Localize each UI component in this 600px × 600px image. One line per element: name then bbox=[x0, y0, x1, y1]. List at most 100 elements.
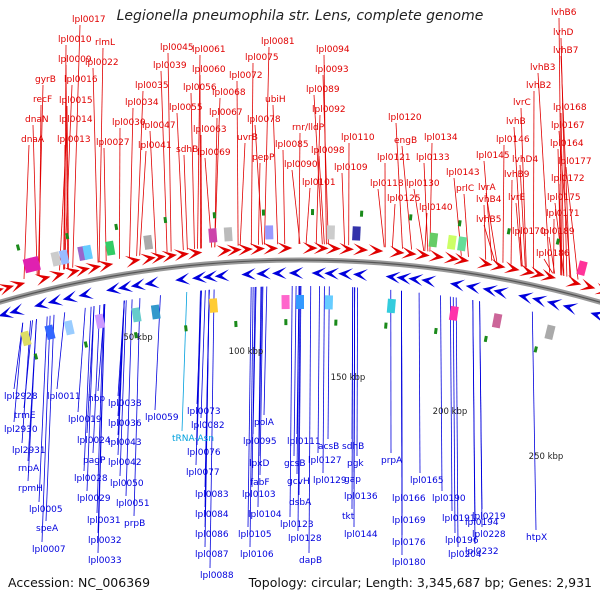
reverse-gene-arrow bbox=[288, 267, 304, 280]
leader-line bbox=[257, 286, 262, 508]
forward-gene-label: lpl0146 bbox=[496, 135, 530, 145]
forward-gene-arrow bbox=[63, 267, 80, 280]
leader-line bbox=[502, 144, 505, 263]
gc-marker bbox=[184, 325, 188, 332]
reverse-gene-label: lpl0129 bbox=[313, 476, 347, 486]
leader-line bbox=[63, 144, 66, 270]
gc-marker bbox=[310, 209, 315, 216]
forward-gene-label: lpl0063 bbox=[193, 125, 227, 135]
forward-gene-arrow bbox=[237, 243, 253, 256]
forward-gene-label: lpl0133 bbox=[416, 153, 450, 163]
forward-gene-arrow bbox=[565, 274, 582, 287]
leader-line bbox=[423, 162, 429, 252]
gc-marker bbox=[384, 322, 388, 329]
reverse-gene-label: lpl0011 bbox=[47, 392, 81, 402]
forward-feature-block bbox=[352, 226, 361, 241]
forward-gene-label: lpl0009 bbox=[58, 55, 92, 65]
reverse-gene-label: lpl0095 bbox=[243, 437, 277, 447]
gc-marker bbox=[15, 244, 21, 251]
forward-gene-label: lpl0061 bbox=[192, 45, 226, 55]
leader-line bbox=[519, 164, 526, 268]
feature-tracks bbox=[15, 209, 588, 360]
leader-line bbox=[483, 204, 487, 260]
reverse-gene-label: lpl0196 bbox=[445, 536, 479, 546]
forward-gene-arrow bbox=[338, 242, 354, 255]
reverse-gene-arrow bbox=[144, 276, 160, 289]
leader-line bbox=[86, 306, 95, 492]
leader-line bbox=[298, 132, 301, 245]
reverse-gene-arrow bbox=[531, 295, 548, 308]
reverse-gene-arrow bbox=[78, 287, 94, 300]
leader-line bbox=[565, 166, 579, 280]
reverse-gene-arrow bbox=[449, 279, 466, 292]
gc-marker bbox=[506, 228, 511, 235]
forward-gene-arrow bbox=[325, 242, 341, 255]
reverse-gene-label: lpl0087 bbox=[195, 550, 229, 560]
leader-line bbox=[548, 236, 556, 274]
genome-title: Legionella pneumophila str. Lens, comple… bbox=[116, 8, 484, 24]
leader-line bbox=[289, 286, 293, 518]
forward-feature-block bbox=[105, 240, 116, 256]
forward-gene-label: lpl0189 bbox=[541, 227, 575, 237]
forward-gene-label: lpl0101 bbox=[302, 178, 336, 188]
forward-gene-label: lpl0014 bbox=[59, 115, 93, 125]
reverse-gene-label: lpl0051 bbox=[116, 499, 150, 509]
forward-feature-block bbox=[446, 234, 457, 250]
leader-line bbox=[176, 112, 184, 251]
forward-gene-arrow bbox=[367, 244, 384, 257]
reverse-gene-arrow bbox=[202, 270, 218, 283]
leader-line bbox=[214, 97, 221, 248]
forward-gene-label: lvrE bbox=[508, 193, 526, 203]
leader-line bbox=[98, 47, 104, 263]
reverse-gene-label: lpl0031 bbox=[87, 516, 121, 526]
leader-line bbox=[472, 300, 476, 545]
reverse-gene-label: lpl0024 bbox=[77, 436, 111, 446]
reverse-gene-label: rnpA bbox=[18, 464, 40, 474]
reverse-gene-label: lpl0033 bbox=[88, 556, 122, 566]
forward-gene-label: lpl0027 bbox=[96, 138, 130, 148]
gc-marker bbox=[555, 238, 561, 245]
reverse-gene-label: acsB bbox=[318, 442, 339, 452]
forward-gene-label: lvhB2 bbox=[526, 81, 551, 91]
reverse-gene-label: lpl0043 bbox=[108, 438, 142, 448]
leader-line bbox=[129, 107, 134, 258]
forward-gene-label: gyrB bbox=[35, 75, 56, 85]
reverse-gene-arrow bbox=[465, 282, 482, 295]
forward-gene-label: lpl0110 bbox=[341, 133, 375, 143]
leader-line bbox=[440, 295, 443, 492]
leader-line bbox=[181, 292, 188, 432]
leader-line bbox=[455, 297, 459, 548]
leader-line bbox=[247, 287, 252, 528]
reverse-gene-label: htpX bbox=[526, 533, 547, 543]
forward-gene-label: lpl0085 bbox=[275, 140, 309, 150]
forward-gene-label: lpl0094 bbox=[316, 45, 350, 55]
forward-gene-arrow bbox=[9, 280, 26, 293]
forward-gene-arrow bbox=[594, 282, 600, 295]
leader-line bbox=[531, 311, 537, 531]
reverse-gene-label: prpB bbox=[124, 519, 145, 529]
reverse-gene-label: lpl0086 bbox=[195, 530, 229, 540]
reverse-gene-label: lpl2928 bbox=[4, 392, 38, 402]
forward-gene-arrow bbox=[34, 274, 51, 286]
leader-line bbox=[196, 290, 202, 446]
leader-line bbox=[59, 124, 68, 271]
leader-line bbox=[214, 117, 218, 248]
leader-line bbox=[133, 298, 141, 517]
forward-gene-arrow bbox=[443, 251, 460, 264]
forward-gene-arrow bbox=[453, 252, 470, 265]
gc-marker bbox=[163, 216, 168, 224]
forward-gene-label: lvhD4 bbox=[512, 155, 538, 165]
reverse-gene-label: lpl0176 bbox=[392, 538, 426, 548]
leader-line bbox=[167, 52, 172, 252]
leader-line bbox=[537, 72, 551, 273]
forward-gene-label: lpl0017 bbox=[72, 15, 106, 25]
topology-summary: Topology: circular; Length: 3,345,687 bp… bbox=[248, 575, 592, 590]
forward-gene-label: lpl0045 bbox=[160, 43, 194, 53]
forward-gene-arrow bbox=[518, 264, 535, 277]
reverse-gene-label: lpl0088 bbox=[200, 571, 234, 581]
leader-line bbox=[560, 55, 571, 278]
reverse-gene-label: dapB bbox=[299, 556, 322, 566]
leader-line bbox=[249, 287, 254, 548]
reverse-gene-arrow bbox=[106, 282, 122, 294]
reverse-gene-label: speA bbox=[36, 524, 59, 534]
